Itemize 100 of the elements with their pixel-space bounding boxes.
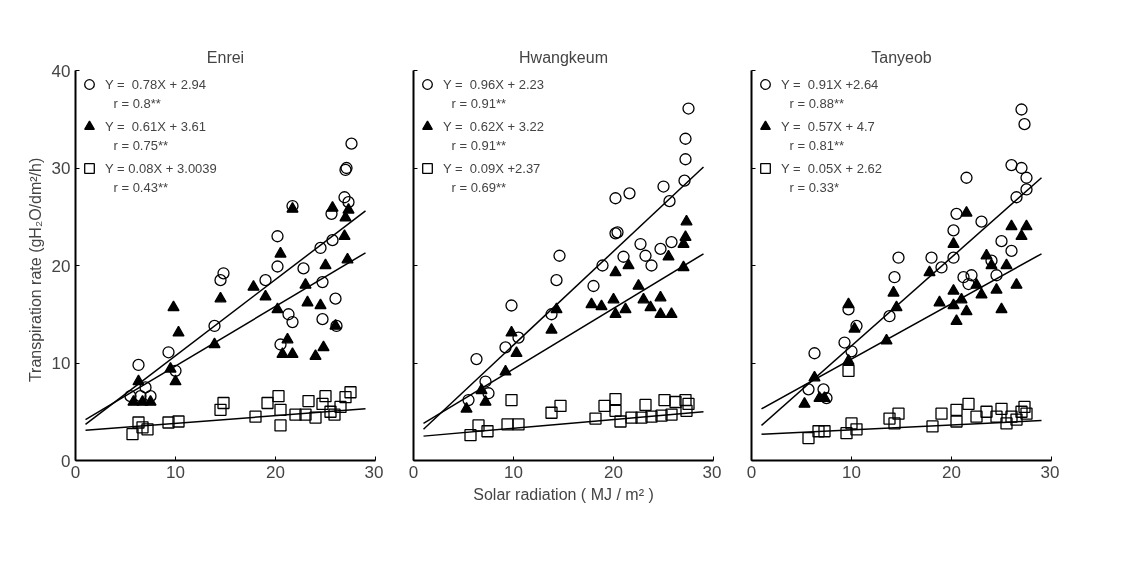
point xyxy=(274,419,287,432)
point xyxy=(960,304,973,316)
legend-label: Y = 0.61X + 3.61 xyxy=(105,117,206,136)
point xyxy=(589,412,602,425)
point xyxy=(980,405,993,418)
annotation: r = 0.88** xyxy=(789,95,845,111)
point xyxy=(990,410,1003,423)
chart-title: Tanyeob xyxy=(871,48,932,66)
point xyxy=(127,395,140,406)
point xyxy=(316,275,329,289)
annotation: r = 0.8** xyxy=(113,95,161,111)
point xyxy=(817,383,830,396)
point xyxy=(818,425,831,438)
annotation: r = 0.75** xyxy=(113,137,169,153)
point xyxy=(208,319,221,333)
point xyxy=(947,251,960,264)
point xyxy=(1015,229,1028,241)
y-tick-label: 20 xyxy=(51,256,71,276)
point xyxy=(249,410,262,423)
point xyxy=(553,249,566,262)
point xyxy=(679,132,692,145)
point xyxy=(301,295,314,307)
point xyxy=(1010,413,1023,426)
point xyxy=(512,331,525,344)
point xyxy=(950,415,963,428)
point xyxy=(845,417,858,430)
point xyxy=(276,347,289,359)
point xyxy=(682,102,695,115)
point xyxy=(545,322,558,334)
point xyxy=(609,307,622,319)
point xyxy=(550,273,563,287)
point xyxy=(926,420,939,433)
y-axis-title: Transpiration rate (gH₂O/dm²/h) xyxy=(26,157,44,383)
point xyxy=(259,289,272,301)
point xyxy=(342,202,355,214)
point xyxy=(925,251,938,264)
point xyxy=(274,338,287,351)
point xyxy=(314,241,327,255)
point xyxy=(625,411,638,424)
point xyxy=(654,290,667,302)
chart-title: Hwangkeum xyxy=(519,48,608,66)
point xyxy=(957,271,970,284)
point xyxy=(479,395,492,406)
point xyxy=(892,407,905,420)
point xyxy=(842,364,855,377)
point xyxy=(172,415,185,428)
point xyxy=(802,383,815,396)
point xyxy=(172,325,185,337)
point xyxy=(274,246,287,258)
x-tick-label: 20 xyxy=(942,462,961,482)
point xyxy=(840,427,853,440)
point xyxy=(883,412,896,425)
point xyxy=(975,215,988,228)
point xyxy=(344,386,357,399)
point xyxy=(316,312,329,326)
point xyxy=(947,283,960,295)
point xyxy=(679,153,692,166)
point xyxy=(1005,219,1018,231)
point xyxy=(481,425,494,438)
point xyxy=(338,229,351,241)
point xyxy=(162,346,175,359)
point xyxy=(126,428,139,441)
point xyxy=(141,423,154,436)
point xyxy=(596,259,609,272)
point xyxy=(960,171,973,184)
point xyxy=(214,273,227,287)
point xyxy=(326,234,339,247)
point xyxy=(960,205,973,217)
point xyxy=(645,259,658,272)
point xyxy=(962,397,975,411)
point xyxy=(169,374,182,386)
point xyxy=(980,248,993,260)
point xyxy=(645,410,658,423)
point xyxy=(479,375,492,388)
point xyxy=(545,308,558,321)
point xyxy=(259,273,272,287)
point xyxy=(654,242,667,256)
point xyxy=(995,234,1008,248)
point xyxy=(334,400,347,414)
x-tick-label: 10 xyxy=(842,462,861,482)
point xyxy=(655,409,668,422)
point xyxy=(609,192,622,205)
point xyxy=(892,251,905,264)
point xyxy=(965,269,978,282)
point xyxy=(1018,117,1031,131)
point xyxy=(271,260,284,273)
point xyxy=(326,200,339,212)
point xyxy=(845,345,858,358)
legend-label: Y = 0.62X + 3.22 xyxy=(443,117,544,136)
point xyxy=(1010,278,1023,289)
point xyxy=(587,279,600,293)
point xyxy=(609,404,622,417)
point xyxy=(679,230,692,242)
point xyxy=(309,411,322,424)
point xyxy=(167,300,180,312)
point xyxy=(314,298,327,310)
point xyxy=(545,406,558,419)
point xyxy=(510,346,523,358)
point xyxy=(679,393,692,407)
point xyxy=(808,347,821,360)
